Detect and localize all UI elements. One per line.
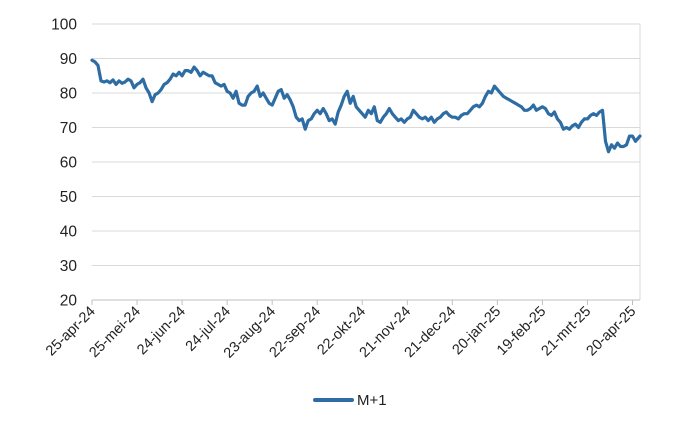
- y-tick-label-90: 90: [60, 51, 78, 68]
- series-lines: [90, 58, 642, 154]
- y-tick-label-100: 100: [51, 17, 77, 34]
- axes: [91, 299, 640, 305]
- y-tick-label-30: 30: [60, 258, 78, 275]
- y-tick-label-80: 80: [60, 86, 78, 103]
- y-tick-label-60: 60: [60, 155, 78, 172]
- gridlines: [92, 23, 641, 300]
- y-tick-labels: 20 30 40 50 60 70 80 90 100: [51, 17, 77, 310]
- x-tick-label-12: 20-apr-25: [584, 304, 640, 360]
- y-tick-label-50: 50: [60, 189, 78, 206]
- x-tick-label-2: 24-jun-24: [134, 304, 189, 359]
- y-tick-label-20: 20: [60, 293, 78, 310]
- x-tick-labels: 25-apr-2425-mei-2424-jun-2424-jul-2423-a…: [43, 304, 639, 362]
- legend-label-m1: M+1: [357, 392, 387, 409]
- y-tick-label-40: 40: [60, 224, 78, 241]
- y-tick-label-70: 70: [60, 120, 78, 137]
- legend[interactable]: M+1: [313, 392, 387, 409]
- series-line-0: [90, 58, 642, 154]
